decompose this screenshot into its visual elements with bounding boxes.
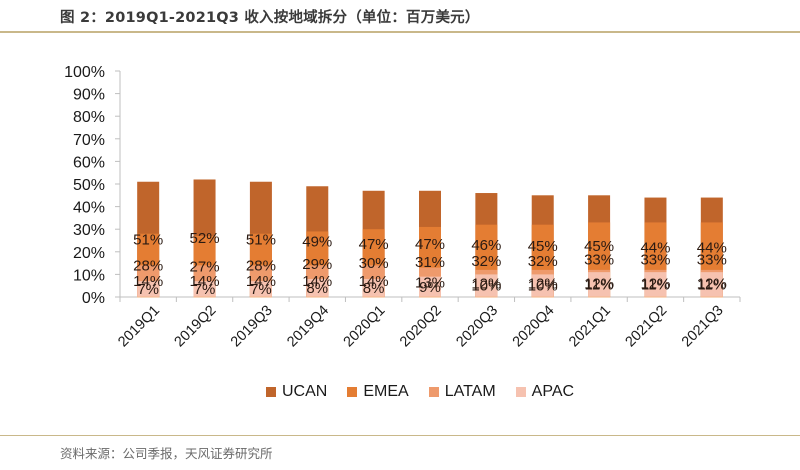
x-tick-label: 2021Q1 (566, 303, 614, 351)
y-tick-label: 30% (73, 222, 105, 239)
legend-swatch (428, 387, 439, 397)
bar-segment-apac (249, 281, 272, 297)
data-label-latam: 12% (528, 275, 558, 292)
bar-segment-apac (419, 276, 441, 297)
legend-label: APAC (531, 383, 575, 400)
data-label-latam: 14% (246, 273, 276, 290)
bar-segment-apac (588, 272, 611, 297)
data-label-ucan: 44% (640, 239, 670, 256)
x-tick-label: 2019Q3 (228, 303, 276, 351)
data-label-ucan: 45% (584, 238, 614, 255)
x-tick-label: 2021Q2 (622, 303, 670, 351)
x-tick-label: 2019Q4 (284, 303, 332, 351)
y-tick-label: 10% (73, 267, 105, 284)
data-label-emea: 32% (528, 253, 558, 270)
data-label-latam: 14% (359, 273, 389, 290)
data-label-latam: 14% (133, 273, 163, 290)
legend-item-ucan: UCAN (266, 383, 327, 401)
legend-label: LATAM (444, 383, 496, 400)
y-tick-label: 80% (73, 109, 105, 126)
y-tick-label: 0% (82, 290, 105, 307)
data-label-latam: 14% (302, 273, 332, 290)
data-label-apac: 8% (363, 280, 385, 297)
x-tick-label: 2020Q3 (453, 303, 501, 351)
data-label-emea: 29% (302, 256, 332, 273)
data-label-emea: 33% (697, 252, 727, 269)
data-label-ucan: 45% (528, 238, 558, 255)
y-tick-label: 90% (73, 87, 105, 104)
y-tick-label: 20% (73, 245, 105, 262)
data-label-apac: 9% (419, 279, 441, 296)
figure-title: 图 2：2019Q1-2021Q3 收入按地域拆分（单位：百万美元） (60, 10, 480, 26)
data-label-latam: 12% (471, 275, 501, 292)
data-label-apac: 11% (697, 277, 726, 294)
data-label-emea: 33% (640, 252, 670, 269)
data-label-emea: 28% (246, 257, 276, 274)
data-label-ucan: 44% (697, 239, 727, 256)
data-labels: 51%28%14%7%52%27%14%7%51%28%14%7%49%29%1… (133, 230, 727, 298)
data-label-ucan: 46% (471, 237, 501, 254)
y-axis: 0% 10% 20% 30% 40% 50% 60% 70% 80% 90% 100% (64, 64, 121, 307)
data-label-latam: 14% (190, 273, 220, 290)
data-label-ucan: 52% (190, 230, 220, 247)
legend-label: UCAN (282, 383, 328, 400)
data-label-apac: 10% (528, 278, 558, 295)
data-label-emea: 33% (584, 252, 614, 269)
bar-segment-apac (362, 278, 385, 297)
source-note: 资料来源：公司季报，天风证券研究所 (60, 446, 273, 461)
data-label-ucan: 47% (359, 236, 389, 253)
bar-segment-apac (475, 274, 498, 297)
data-label-apac: 8% (306, 280, 328, 297)
bar-segment-apac (137, 281, 160, 297)
data-label-latam: 12% (697, 275, 727, 292)
data-label-apac: 11% (585, 277, 614, 294)
legend: UCAN EMEA LATAM APAC (266, 383, 574, 401)
data-label-emea: 32% (471, 253, 501, 270)
bar-segment-apac (306, 278, 329, 297)
bar-segment-apac (531, 274, 554, 297)
data-label-latam: 12% (640, 275, 670, 292)
x-tick-label: 2021Q3 (679, 303, 727, 351)
data-label-emea: 27% (190, 258, 220, 275)
bottom-divider (0, 435, 800, 436)
data-label-emea: 28% (133, 257, 163, 274)
data-label-apac: 11% (641, 277, 670, 294)
legend-item-latam: LATAM (428, 383, 496, 401)
x-tick-label: 2019Q2 (172, 303, 220, 351)
data-label-emea: 30% (359, 255, 389, 272)
data-label-latam: 13% (415, 274, 445, 291)
legend-swatch (347, 387, 358, 397)
data-label-apac: 7% (137, 281, 159, 298)
data-label-apac: 7% (250, 281, 272, 298)
x-tick-label: 2020Q4 (510, 303, 558, 351)
y-tick-label: 60% (73, 154, 105, 171)
legend-item-apac: APAC (515, 383, 575, 401)
data-label-ucan: 49% (302, 234, 332, 251)
legend-label: EMEA (363, 383, 409, 400)
y-tick-label: 70% (73, 132, 105, 149)
legend-item-emea: EMEA (347, 383, 409, 401)
bars (137, 179, 723, 298)
legend-swatch (515, 387, 526, 397)
top-divider (0, 31, 800, 33)
y-tick-label: 50% (73, 177, 105, 194)
data-label-latam: 12% (584, 275, 614, 292)
bar-segment-apac (700, 272, 723, 297)
x-axis: 2019Q1 2019Q2 2019Q3 2019Q4 2020Q1 2020Q2 2020… (115, 296, 741, 351)
bar-segment-apac (193, 281, 216, 297)
x-tick-label: 2020Q1 (341, 303, 389, 351)
y-tick-label: 100% (64, 64, 105, 81)
data-label-ucan: 51% (133, 231, 163, 248)
data-label-emea: 31% (415, 254, 445, 271)
bar-segment-apac (644, 272, 667, 297)
data-label-apac: 10% (471, 278, 501, 295)
x-tick-label: 2019Q1 (115, 303, 163, 351)
data-label-apac: 7% (194, 281, 216, 298)
data-label-ucan: 47% (415, 236, 445, 253)
y-tick-label: 40% (73, 200, 105, 217)
legend-swatch (266, 387, 276, 397)
x-tick-label: 2020Q2 (397, 303, 445, 351)
data-label-ucan: 51% (246, 231, 276, 248)
